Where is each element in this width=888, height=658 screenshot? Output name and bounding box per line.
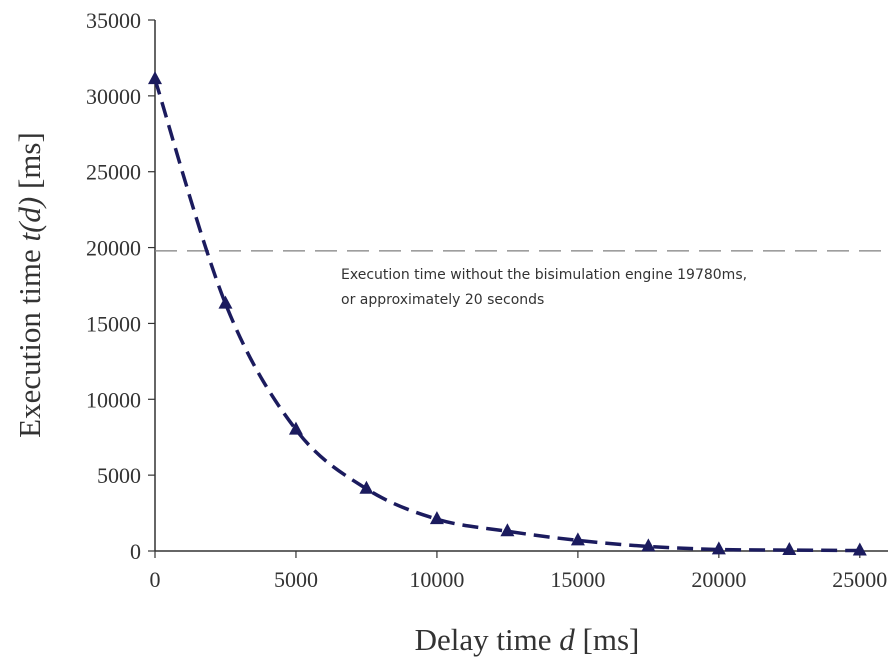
x-tick-label: 5000 — [274, 567, 318, 592]
y-tick-label: 10000 — [86, 387, 141, 412]
data-point-marker — [429, 511, 444, 525]
y-tick-label: 35000 — [86, 8, 141, 33]
data-point-marker — [641, 538, 656, 552]
x-tick-label: 10000 — [409, 567, 464, 592]
annotation-line-2: or approximately 20 seconds — [341, 292, 544, 308]
x-tick-label: 0 — [150, 567, 161, 592]
data-point-marker — [782, 542, 797, 556]
y-tick-label: 5000 — [97, 463, 141, 488]
y-tick-label: 15000 — [86, 311, 141, 336]
annotation-line-1: Execution time without the bisimulation … — [341, 267, 747, 283]
y-tick-label: 30000 — [86, 84, 141, 109]
data-point-marker — [852, 542, 867, 556]
y-tick-label: 20000 — [86, 236, 141, 261]
data-point-marker — [711, 541, 726, 555]
y-tick-label: 0 — [130, 539, 141, 564]
data-point-marker — [500, 523, 515, 537]
y-axis-title: Execution time t(d) [ms] — [12, 132, 47, 438]
x-tick-label: 15000 — [550, 567, 605, 592]
x-tick-label: 25000 — [832, 567, 887, 592]
data-point-marker — [288, 421, 303, 435]
x-axis-title: Delay time d [ms] — [415, 622, 640, 657]
axes — [148, 19, 888, 558]
y-tick-label: 25000 — [86, 160, 141, 185]
series-line — [153, 78, 860, 553]
data-point-marker — [218, 295, 233, 309]
data-point-marker — [359, 480, 374, 494]
tick-labels-layer: 0 5000 10000 15000 20000 25000 30000 35000 0 5000… — [86, 8, 887, 592]
markers-layer — [148, 71, 867, 556]
data-point-marker — [570, 532, 585, 546]
x-tick-label: 20000 — [691, 567, 746, 592]
series-layer — [153, 78, 860, 553]
data-point-marker — [148, 71, 162, 85]
